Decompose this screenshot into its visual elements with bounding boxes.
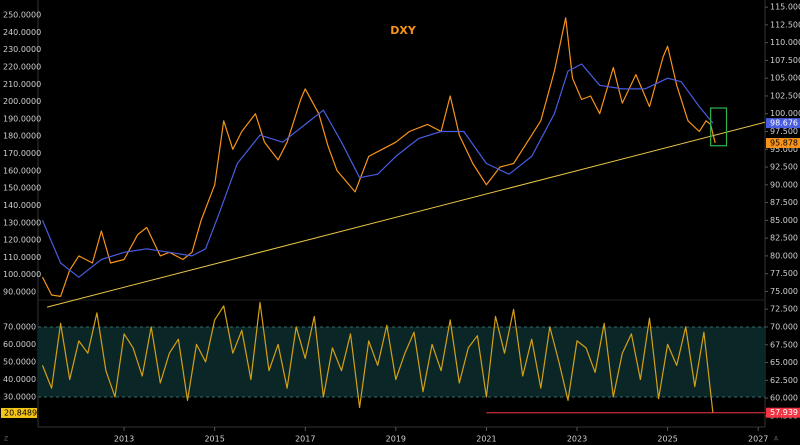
y-tick-label: 77.500 <box>770 269 798 278</box>
y-tick-label: 87.500 <box>770 198 798 207</box>
y-tick-label: 97.500 <box>770 127 798 136</box>
chart-title: DXY <box>390 24 417 37</box>
rsi-tick-label: 70.0000 <box>3 322 36 331</box>
y-tick-label: 70.000 <box>770 322 798 331</box>
y2-tick-label: 200.0000 <box>3 97 41 106</box>
highlight-box <box>710 107 728 147</box>
y2-tick-label: 190.0000 <box>3 114 41 123</box>
y2-tick-label: 130.0000 <box>3 218 41 227</box>
y-tick-label: 82.500 <box>770 234 798 243</box>
y2-tick-label: 220.0000 <box>3 62 41 71</box>
series-line <box>41 17 716 297</box>
trendline <box>46 121 766 308</box>
y2-tick-label: 160.0000 <box>3 166 41 175</box>
y-tick-label: 85.000 <box>770 216 798 225</box>
y-tick-label: 95.000 <box>770 145 798 154</box>
rsi-tick-label: 30.0000 <box>3 392 36 401</box>
x-tick-label: 2013 <box>114 435 134 444</box>
value-tag <box>766 118 800 129</box>
y-tick-label: 62.500 <box>770 376 798 385</box>
rsi-tick-label: 50.0000 <box>3 357 36 366</box>
y-tick-label: 110.000 <box>770 38 800 47</box>
value-tag-label: 98.676 <box>770 119 798 128</box>
x-tick-label: 2019 <box>386 435 406 444</box>
x-tick-label: 2021 <box>476 435 496 444</box>
y-tick-label: 65.000 <box>770 358 798 367</box>
value-tag-label: 57.939 <box>770 408 798 417</box>
corner-label: A <box>774 436 779 443</box>
y-tick-label: 102.500 <box>770 91 800 100</box>
value-tag <box>1 407 37 418</box>
y2-tick-label: 180.0000 <box>3 132 41 141</box>
y2-tick-label: 140.0000 <box>3 201 41 210</box>
y-tick-label: 72.500 <box>770 305 798 314</box>
x-tick-label: 2027 <box>748 435 768 444</box>
rsi-tick-label: 40.0000 <box>3 375 36 384</box>
y-tick-label: 80.000 <box>770 251 798 260</box>
value-tag <box>766 407 800 418</box>
value-tag-label: 20.8489 <box>4 408 37 417</box>
rsi-tick-label: 60.0000 <box>3 340 36 349</box>
y2-tick-label: 100.0000 <box>3 270 41 279</box>
x-tick-label: 2015 <box>204 435 224 444</box>
y-tick-label: 90.000 <box>770 180 798 189</box>
y2-tick-label: 250.0000 <box>3 11 41 20</box>
y-tick-label: 107.500 <box>770 56 800 65</box>
y2-tick-label: 210.0000 <box>3 80 41 89</box>
y2-tick-label: 170.0000 <box>3 149 41 158</box>
y2-tick-label: 110.0000 <box>3 253 41 262</box>
x-tick-label: 2025 <box>657 435 677 444</box>
y-tick-label: 115.000 <box>770 3 800 12</box>
y2-tick-label: 230.0000 <box>3 45 41 54</box>
y-tick-label: 92.500 <box>770 163 798 172</box>
y-tick-label: 60.000 <box>770 394 798 403</box>
y-tick-label: 75.000 <box>770 287 798 296</box>
y2-tick-label: 240.0000 <box>3 28 41 37</box>
y2-tick-label: 150.0000 <box>3 184 41 193</box>
y2-tick-label: 90.0000 <box>3 288 36 297</box>
y-tick-label: 112.500 <box>770 20 800 29</box>
y2-tick-label: 120.0000 <box>3 236 41 245</box>
series-line <box>41 301 714 414</box>
y-tick-label: 105.000 <box>770 74 800 83</box>
corner-label: Z <box>4 436 8 443</box>
value-tag <box>766 138 800 149</box>
x-tick-label: 2023 <box>567 435 587 444</box>
y-tick-label: 67.500 <box>770 340 798 349</box>
x-tick-label: 2017 <box>295 435 315 444</box>
value-tag-label: 95.878 <box>770 139 798 148</box>
y-tick-label: 100.000 <box>770 109 800 118</box>
series-line <box>41 63 714 278</box>
